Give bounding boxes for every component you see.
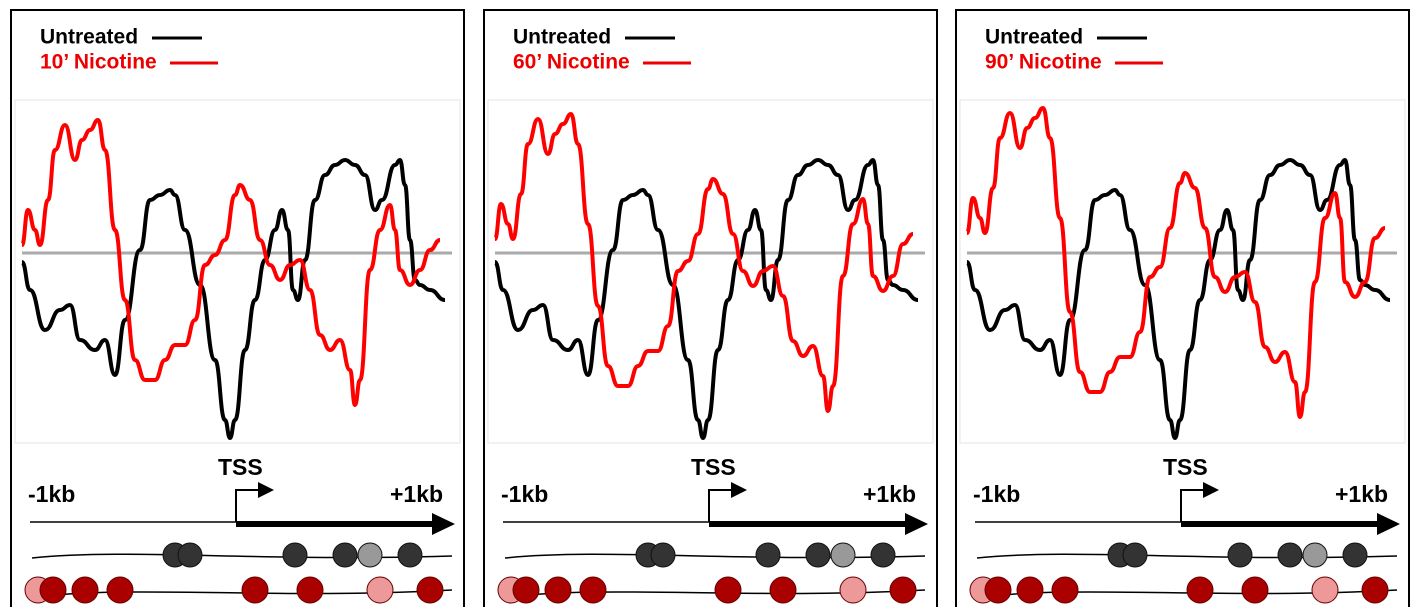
nucleosome (1187, 577, 1213, 603)
nucleosome (40, 577, 66, 603)
tss-label: TSS (691, 454, 736, 480)
dna-strand (977, 554, 1397, 558)
left-label: -1kb (501, 481, 548, 507)
nucleosome (770, 577, 796, 603)
nucleosome (178, 543, 202, 567)
nucleosome (1343, 543, 1367, 567)
nucleosome (831, 543, 855, 567)
legend-label: Untreated (40, 26, 138, 49)
nucleosome (1278, 543, 1302, 567)
tss-arrowhead (1203, 482, 1219, 498)
tss-arrowhead (731, 482, 747, 498)
gene-arrowhead (1377, 513, 1400, 535)
nicotine-curve (22, 120, 440, 405)
gene-arrowhead (905, 513, 928, 535)
left-label: -1kb (973, 481, 1020, 507)
nucleosome (297, 577, 323, 603)
legend-label: 10’ Nicotine (40, 51, 157, 74)
tss-label: TSS (218, 454, 263, 480)
nicotine-curve (495, 114, 913, 411)
untreated-curve (967, 160, 1390, 438)
nucleosome (651, 543, 675, 567)
nucleosome (1362, 577, 1388, 603)
legend-label: Untreated (513, 26, 611, 49)
nucleosome (1312, 577, 1338, 603)
nucleosome (72, 577, 98, 603)
right-label: +1kb (1335, 481, 1388, 507)
nucleosome (1228, 543, 1252, 567)
left-label: -1kb (28, 481, 75, 507)
nucleosome (358, 543, 382, 567)
right-label: +1kb (863, 481, 916, 507)
legend-label: 60’ Nicotine (513, 51, 630, 74)
untreated-curve (495, 160, 918, 438)
legend-label: Untreated (985, 26, 1083, 49)
nucleosome (1303, 543, 1327, 567)
tss-arrowhead (258, 482, 274, 498)
nucleosome (1242, 577, 1268, 603)
tss-arrow (709, 490, 733, 522)
dna-strand (32, 554, 452, 558)
nucleosome (756, 543, 780, 567)
nucleosome (1017, 577, 1043, 603)
nucleosome (580, 577, 606, 603)
legend-label: 90’ Nicotine (985, 51, 1102, 74)
right-label: +1kb (390, 481, 443, 507)
nucleosome (840, 577, 866, 603)
plot-area (488, 100, 933, 443)
nucleosome (715, 577, 741, 603)
nucleosome (242, 577, 268, 603)
plot-area (15, 100, 460, 443)
plot-area (960, 100, 1405, 443)
nucleosome (367, 577, 393, 603)
tss-arrow (236, 490, 260, 522)
dna-strand (505, 554, 925, 558)
nucleosome (417, 577, 443, 603)
nucleosome (333, 543, 357, 567)
nucleosome (806, 543, 830, 567)
nucleosome (985, 577, 1011, 603)
gene-arrowhead (432, 513, 455, 535)
nucleosome (545, 577, 571, 603)
nucleosome (871, 543, 895, 567)
tss-arrow (1181, 490, 1205, 522)
nucleosome (890, 577, 916, 603)
nucleosome (107, 577, 133, 603)
tss-label: TSS (1163, 454, 1208, 480)
nucleosome (398, 543, 422, 567)
nicotine-curve (967, 108, 1385, 417)
nucleosome (1123, 543, 1147, 567)
figure: Untreated10’ NicotineTSS-1kb+1kbUntreate… (0, 0, 1421, 607)
nucleosome (1052, 577, 1078, 603)
nucleosome (513, 577, 539, 603)
nucleosome (283, 543, 307, 567)
